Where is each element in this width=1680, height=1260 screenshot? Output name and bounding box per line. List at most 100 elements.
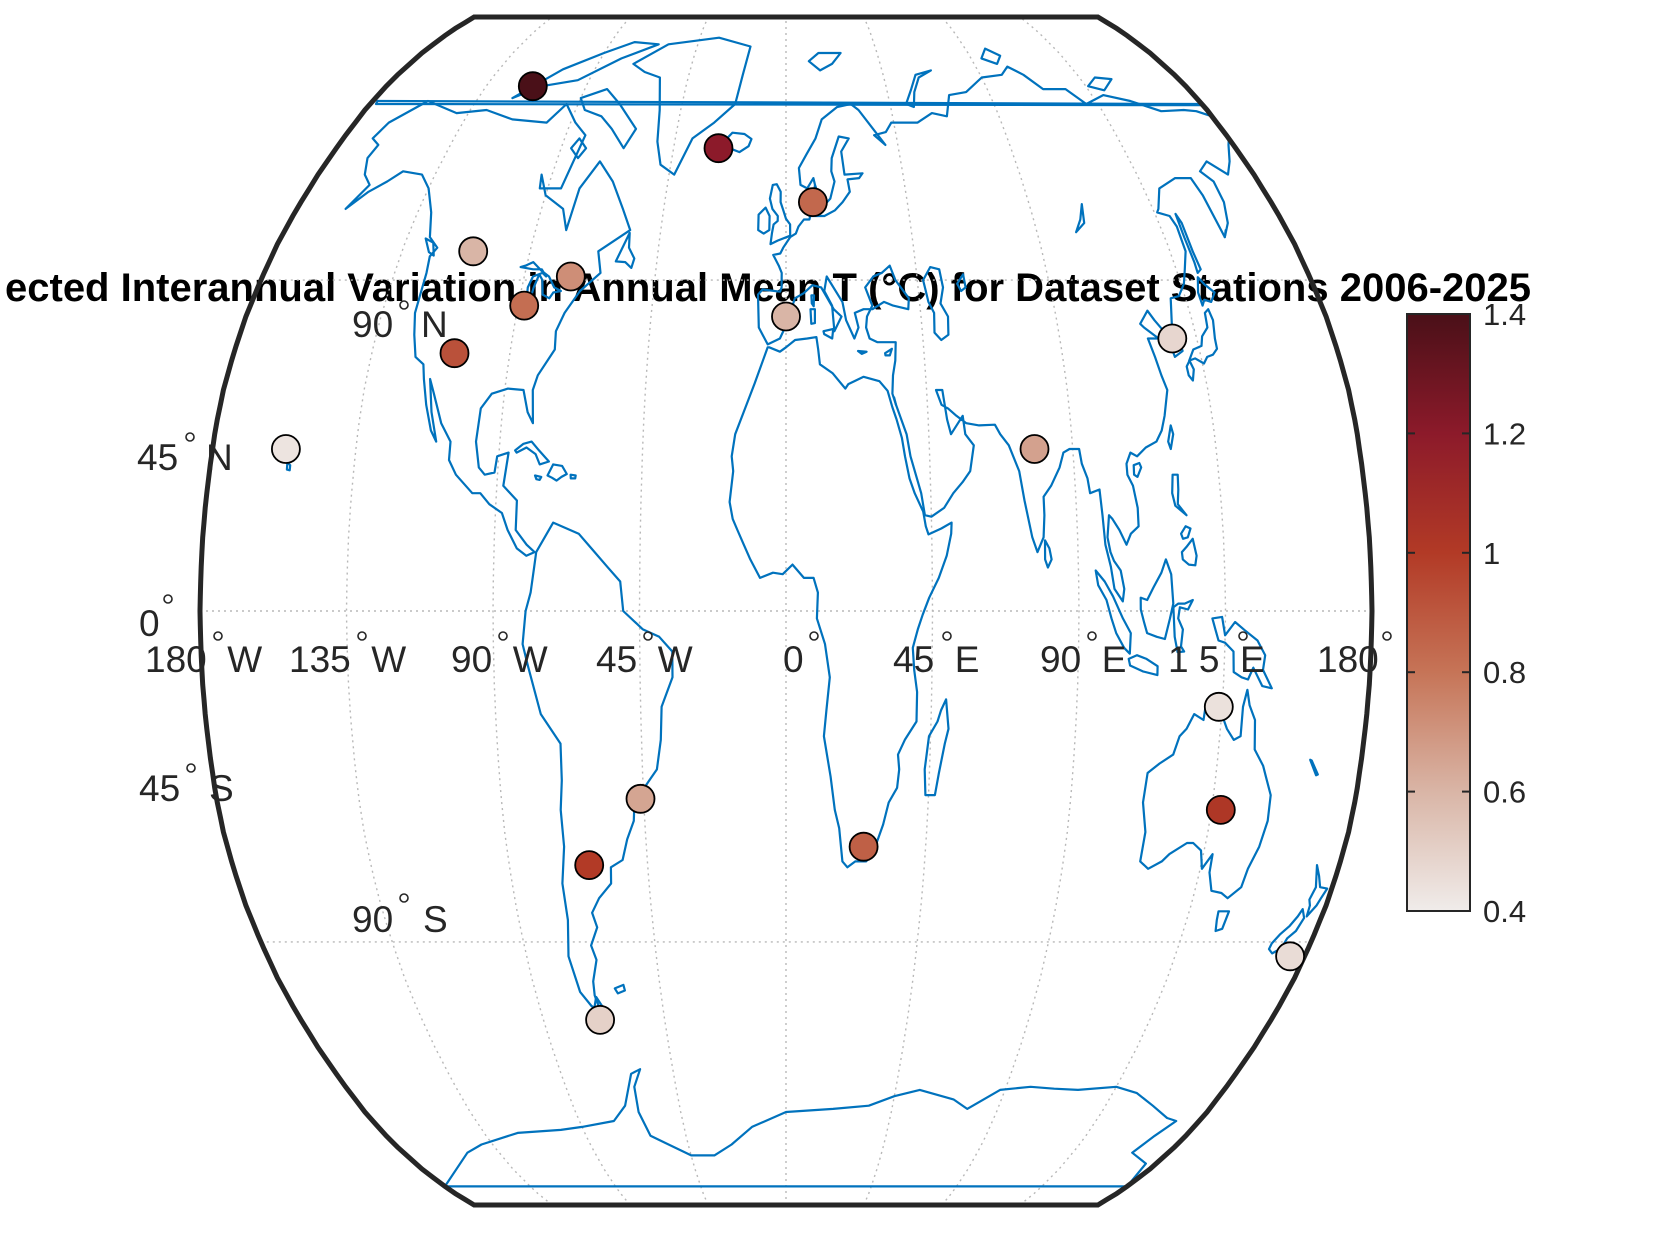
coastline-tasmania — [1214, 910, 1231, 933]
coastline-luzon — [1171, 473, 1188, 517]
coastline-sumatra — [1094, 569, 1132, 655]
meridian-line — [492, 16, 631, 1206]
coastline-taiwan — [1167, 424, 1175, 451]
colorbar-tick-label: 1.4 — [1483, 297, 1526, 332]
colorbar-tick-label: 0.4 — [1483, 894, 1526, 929]
station-marker-9 — [771, 301, 801, 332]
map-axes — [197, 14, 1375, 1208]
meridian-line — [638, 16, 709, 1206]
svg-text:45: 45 — [137, 437, 178, 478]
station-marker-17 — [574, 850, 605, 880]
meridian-line — [345, 16, 553, 1206]
coastline-north-america — [344, 99, 632, 557]
station-marker-10 — [1157, 323, 1188, 354]
coastline-ireland — [757, 206, 771, 235]
svg-text:90: 90 — [352, 304, 393, 345]
meridian-label-135w: 135 W — [289, 639, 406, 680]
coastline-corsica — [810, 294, 816, 308]
coastline-new-caledonia — [1309, 758, 1319, 777]
station-marker-8 — [270, 434, 301, 464]
station-marker-15 — [848, 831, 879, 862]
coastline-wrangel — [374, 99, 1202, 107]
coastline-africa — [728, 336, 953, 869]
coastline-svalbard — [807, 51, 842, 72]
station-marker-13 — [1205, 795, 1236, 825]
meridian-label-180w: 180 W — [145, 639, 262, 680]
chart-title: ected Interannual Variation in Annual Me… — [5, 266, 1531, 310]
coastline-british-isles — [768, 183, 792, 246]
coastline-greenland — [632, 36, 752, 176]
coastline-aral — [956, 273, 967, 293]
station-marker-6 — [509, 290, 540, 321]
meridian-label-180: 180 — [1317, 639, 1379, 680]
coastline-cuba — [514, 440, 550, 466]
coastline-visayas — [1180, 525, 1192, 540]
parallel-label-90n: 90 N — [352, 300, 448, 345]
svg-text:S: S — [423, 899, 448, 940]
coastline-south-america — [521, 521, 674, 1013]
coastline-cyprus — [884, 347, 893, 357]
coastline-crete — [856, 349, 868, 355]
station-marker-5 — [555, 261, 586, 292]
parallel-label-0: 0 — [139, 594, 173, 644]
meridian-line — [1019, 16, 1227, 1206]
coastline-hainan — [1132, 461, 1143, 478]
coastline-caspian — [922, 266, 950, 342]
coastline-sulawesi — [1172, 598, 1194, 654]
svg-text:90: 90 — [352, 899, 393, 940]
coastline-borneo — [1139, 558, 1175, 641]
svg-text:0: 0 — [139, 603, 160, 644]
coastline-mindanao — [1180, 537, 1198, 567]
coastline-hawaii — [285, 461, 292, 472]
coastline-novaya-zemlya — [905, 69, 932, 109]
station-marker-16 — [625, 783, 656, 814]
meridian-label-45e: 45 E — [893, 639, 979, 680]
meridian-labels: 180 W 135 W 90 W 45 W 0 45 E 90 E 1 5 E … — [145, 631, 1392, 680]
coastline-baffin — [579, 88, 638, 150]
colorbar-gradient — [1406, 313, 1471, 912]
station-marker-18 — [585, 1005, 615, 1035]
station-marker-12 — [1203, 691, 1234, 722]
coastline-hispaniola — [546, 463, 568, 482]
colorbar: 0.4 0.6 0.8 1 1.2 1.4 — [1406, 297, 1526, 929]
coastline-kamchatka-fix — [1223, 229, 1227, 239]
coastline-japan-honshu — [1188, 308, 1219, 365]
coastline-falklands — [613, 983, 626, 995]
coastline-antarctica — [443, 1068, 1178, 1188]
meridian-line — [941, 16, 1080, 1206]
coastline-baikal — [1075, 203, 1086, 234]
parallel-label-45n: 45 N — [137, 432, 233, 478]
colorbar-tick-label: 0.8 — [1483, 655, 1526, 690]
colorbar-tick-label: 0.6 — [1483, 775, 1526, 810]
colorbar-tick-label: 1.2 — [1483, 416, 1526, 451]
station-marker-2 — [703, 133, 734, 164]
coastline-hudson-islands — [570, 137, 588, 160]
coastline-puerto-rico — [569, 473, 577, 480]
svg-text:45: 45 — [139, 768, 180, 809]
graticule — [200, 16, 1372, 1206]
station-marker-3 — [798, 187, 828, 218]
coastline-japan-hokkaido — [1196, 276, 1216, 307]
meridian-line — [863, 16, 934, 1206]
coastline-sicily — [822, 327, 835, 340]
coastline-severnaya — [980, 47, 1002, 65]
station-marker-7 — [439, 338, 470, 369]
coastline-new-siberian — [1087, 76, 1113, 92]
map-frame — [197, 14, 1375, 1208]
coastline-japan-kyushu — [1185, 359, 1195, 382]
station-marker-1 — [517, 71, 548, 102]
station-marker-14 — [1275, 941, 1305, 972]
coastline-arabia-red-sea-fix — [893, 396, 898, 406]
svg-text:N: N — [206, 437, 233, 478]
meridian-label-45w: 45 W — [596, 639, 693, 680]
coastline-black-sea-fill — [872, 271, 883, 278]
meridian-label-0: 0 — [783, 639, 804, 680]
meridian-label-90w: 90 W — [451, 639, 548, 680]
station-marker-11 — [1019, 434, 1050, 464]
svg-text:S: S — [209, 768, 234, 809]
coastline-new-guinea — [1211, 615, 1273, 690]
coastline-nz-south — [1267, 908, 1306, 955]
coastline-sardinia — [809, 308, 816, 325]
coastline-vancouver-isl — [424, 237, 435, 257]
